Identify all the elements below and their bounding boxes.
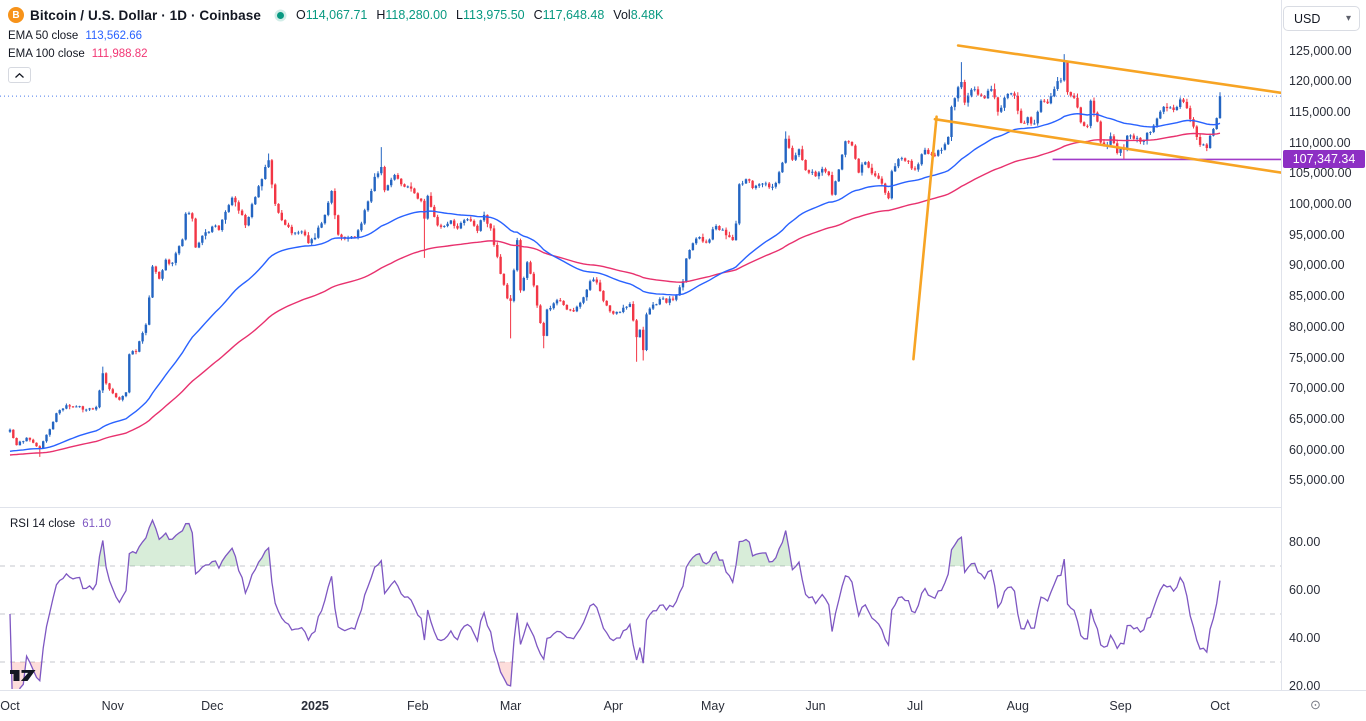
rsi-pane[interactable] xyxy=(0,518,1281,690)
rsi-line xyxy=(9,518,1221,689)
month-label: Dec xyxy=(201,699,224,713)
tradingview-logo-icon xyxy=(10,670,36,681)
ema50-value: 113,562.66 xyxy=(85,29,143,42)
month-label: Jul xyxy=(907,699,924,713)
price-tick-label: 70,000.00 xyxy=(1289,381,1345,396)
rsi-tick-label: 20.00 xyxy=(1289,678,1321,693)
close-value: 117,648.48 xyxy=(542,8,605,22)
horizontal-line-price-badge[interactable]: 107,347.34 xyxy=(1283,150,1365,169)
price-tick-label: 105,000.00 xyxy=(1289,166,1352,181)
main-pane[interactable] xyxy=(0,44,1281,457)
price-tick-label: 125,000.00 xyxy=(1289,43,1352,58)
price-tick-label: 75,000.00 xyxy=(1289,350,1345,365)
month-label: Nov xyxy=(101,699,124,713)
month-label: Aug xyxy=(1006,699,1029,713)
bitcoin-icon: B xyxy=(8,7,24,23)
chevron-up-icon xyxy=(15,72,24,78)
price-tick-label: 65,000.00 xyxy=(1289,411,1345,426)
volume-value: 8.48K xyxy=(630,8,664,22)
low-value: 113,975.50 xyxy=(462,8,525,22)
rsi-tick-label: 80.00 xyxy=(1289,534,1321,549)
price-tick-label: 115,000.00 xyxy=(1289,104,1351,119)
month-label: Oct xyxy=(0,699,20,713)
rsi-tick-label: 60.00 xyxy=(1289,582,1321,597)
ema100-value: 111,988.82 xyxy=(91,47,148,60)
rsi-value: 61.10 xyxy=(82,517,111,530)
month-label: 2025 xyxy=(301,699,329,713)
rsi-legend[interactable]: RSI 14 close 61.10 xyxy=(10,517,111,530)
price-tick-label: 90,000.00 xyxy=(1289,258,1345,273)
ohlc-values: O114,067.71 H118,280.00 L113,975.50 C117… xyxy=(295,8,664,22)
price-axis[interactable]: 107,347.34 125,000.00 120,000.00 115,000.0… xyxy=(1281,0,1366,693)
month-label: Feb xyxy=(406,699,429,713)
ema50-legend[interactable]: EMA 50 close 113,562.66 xyxy=(8,29,143,42)
price-tick-label: 85,000.00 xyxy=(1289,289,1345,304)
month-label: Jun xyxy=(805,699,826,713)
market-status-icon xyxy=(276,11,284,19)
currency-selector[interactable]: USD ▾ xyxy=(1283,6,1360,31)
time-axis[interactable]: ⊙ Oct Nov Dec 2025 Feb Mar Apr May Jun Jul Aug Sep O… xyxy=(0,690,1366,721)
scales-settings-icon[interactable]: ⊙ xyxy=(1310,697,1321,712)
pane-separator[interactable] xyxy=(0,507,1366,508)
month-label: May xyxy=(700,699,725,713)
high-value: 118,280.00 xyxy=(385,8,448,22)
price-tick-label: 100,000.00 xyxy=(1289,197,1352,211)
symbol-title[interactable]: Bitcoin / U.S. Dollar · 1D · Coinbase xyxy=(30,7,261,23)
collapse-legend-button[interactable] xyxy=(8,67,31,83)
price-tick-label: 120,000.00 xyxy=(1289,74,1352,89)
price-tick-label: 110,000.00 xyxy=(1289,135,1351,150)
month-label: Apr xyxy=(603,699,624,713)
chevron-down-icon: ▾ xyxy=(1345,13,1351,24)
ema100-legend[interactable]: EMA 100 close 111,988.82 xyxy=(8,47,148,60)
tradingview-logo[interactable] xyxy=(8,666,38,689)
price-tick-label: 55,000.00 xyxy=(1289,473,1345,488)
currency-label: USD xyxy=(1294,11,1321,26)
symbol-legend: B Bitcoin / U.S. Dollar · 1D · Coinbase … xyxy=(8,6,663,83)
month-label: Oct xyxy=(1210,699,1230,713)
open-value: 114,067.71 xyxy=(305,8,368,22)
month-label: Mar xyxy=(499,699,522,713)
price-chart-canvas[interactable] xyxy=(0,0,1281,690)
price-tick-label: 80,000.00 xyxy=(1289,319,1345,334)
price-tick-label: 60,000.00 xyxy=(1289,442,1345,457)
rsi-tick-label: 40.00 xyxy=(1289,630,1321,645)
month-label: Sep xyxy=(1109,699,1132,713)
price-tick-label: 95,000.00 xyxy=(1289,227,1345,242)
